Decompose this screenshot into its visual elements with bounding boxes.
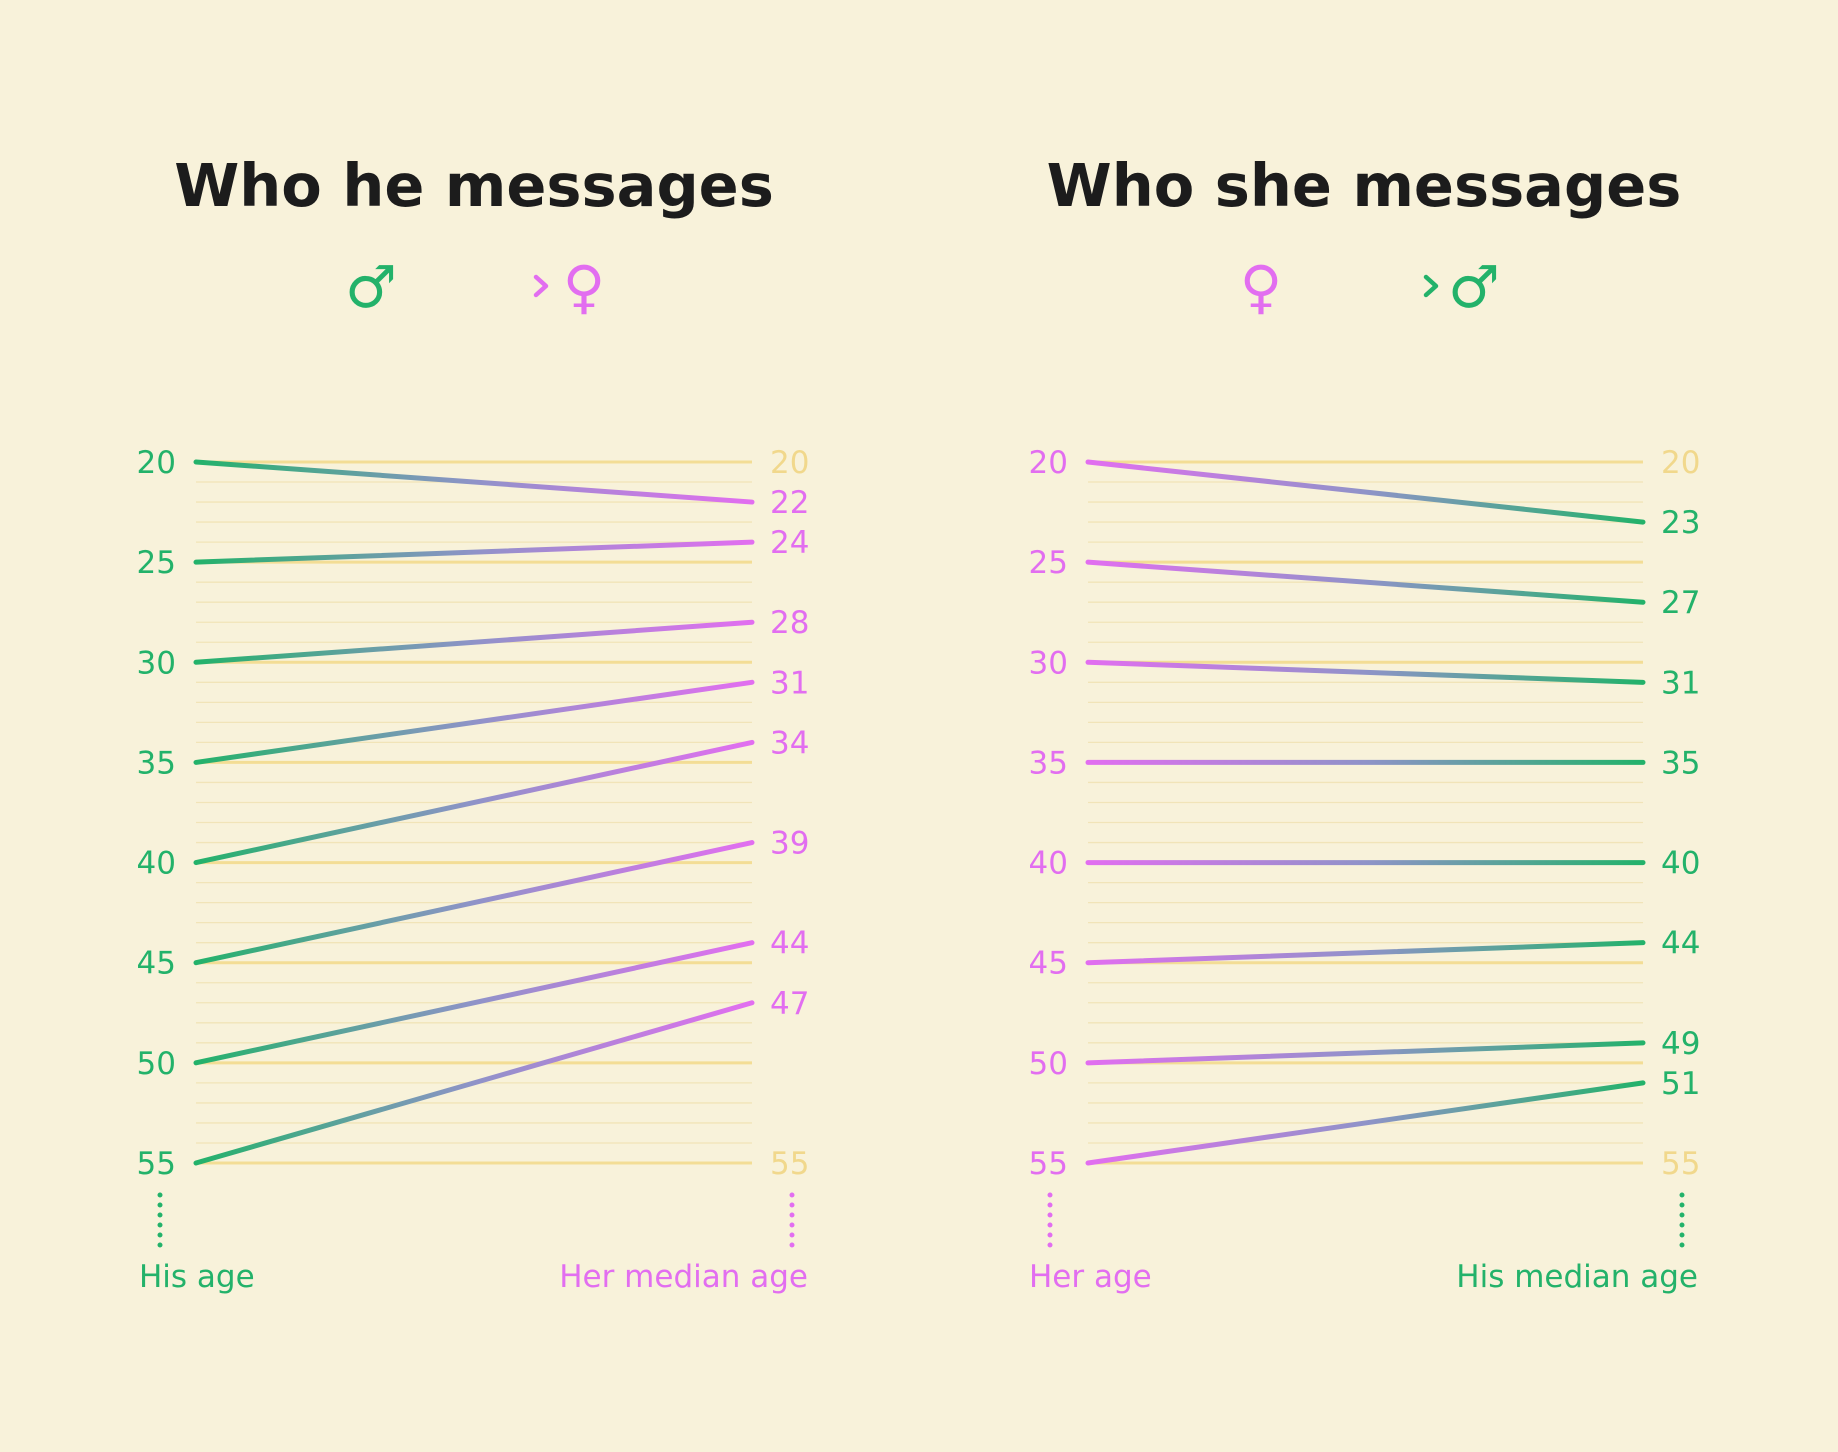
- arrow-head-icon: [1423, 274, 1439, 298]
- left-tick-label: 20: [1029, 445, 1068, 481]
- direction-indicator: ♀ ♂: [1240, 253, 1500, 321]
- left-tick-label: 55: [137, 1146, 176, 1182]
- right-axis-label: Her median age: [559, 1259, 808, 1295]
- male-symbol-icon: ♂: [1448, 253, 1500, 321]
- right-end-tick-label: 20: [1661, 445, 1700, 481]
- left-tick-label: 35: [137, 745, 176, 781]
- direction-indicator: ♂ ♀: [345, 253, 605, 321]
- arrow-head-icon: [533, 274, 549, 298]
- data-label: 47: [770, 986, 809, 1022]
- data-label: 28: [770, 605, 809, 641]
- data-label: 24: [770, 525, 809, 561]
- data-label: 34: [770, 725, 809, 761]
- gridlines: [1088, 460, 1643, 1165]
- series-line: [1085, 459, 1646, 525]
- left-axis-label: His age: [139, 1259, 255, 1295]
- series-line: [193, 1000, 755, 1166]
- left-tick-label: 30: [137, 645, 176, 681]
- series-line: [1085, 1040, 1646, 1066]
- left-tick-label: 45: [137, 946, 176, 982]
- data-label: 44: [770, 926, 809, 962]
- chart-title: Who she messages: [1047, 151, 1682, 220]
- chart-title: Who he messages: [174, 151, 774, 220]
- series-line: [193, 679, 755, 765]
- left-tick-label: 50: [1029, 1046, 1068, 1082]
- left-tick-label: 55: [1029, 1146, 1068, 1182]
- right-end-tick-label: 55: [1661, 1146, 1700, 1182]
- series-line: [193, 940, 755, 1066]
- left-tick-label: 30: [1029, 645, 1068, 681]
- data-label: 23: [1661, 505, 1700, 541]
- series-line: [193, 840, 755, 966]
- series-line: [193, 739, 755, 866]
- left-axis-label: Her age: [1029, 1259, 1152, 1295]
- data-label: 31: [1661, 665, 1700, 701]
- series-line: [1085, 1080, 1646, 1166]
- male-symbol-icon: ♂: [345, 253, 397, 321]
- left-tick-label: 50: [137, 1046, 176, 1082]
- left-tick-label: 40: [1029, 846, 1068, 882]
- left-tick-label: 35: [1029, 745, 1068, 781]
- panel-2: Who she messages♀ ♂2025303540455055205523…: [1029, 151, 1701, 1295]
- data-label: 27: [1661, 585, 1700, 621]
- series-line: [1085, 559, 1646, 605]
- data-label: 39: [770, 826, 809, 862]
- data-label: 49: [1661, 1026, 1700, 1062]
- series-line: [193, 459, 755, 505]
- left-tick-label: 45: [1029, 946, 1068, 982]
- series-line: [1085, 940, 1646, 966]
- panel-1: Who he messages♂ ♀20253035404550552055222…: [137, 151, 810, 1295]
- female-symbol-icon: ♀: [1240, 253, 1282, 321]
- right-end-tick-label: 20: [770, 445, 809, 481]
- data-label: 51: [1661, 1066, 1700, 1102]
- right-end-tick-label: 55: [770, 1146, 809, 1182]
- series-line: [193, 539, 755, 565]
- gridlines: [196, 460, 752, 1165]
- data-label: 31: [770, 665, 809, 701]
- data-label: 44: [1661, 926, 1700, 962]
- left-tick-label: 25: [1029, 545, 1068, 581]
- right-axis-label: His median age: [1456, 1259, 1698, 1295]
- data-label: 22: [770, 485, 809, 521]
- left-tick-label: 40: [137, 846, 176, 882]
- left-tick-label: 20: [137, 445, 176, 481]
- series-line: [193, 619, 755, 665]
- female-symbol-icon: ♀: [563, 253, 605, 321]
- data-label: 35: [1661, 745, 1700, 781]
- series-line: [1085, 659, 1646, 685]
- data-label: 40: [1661, 846, 1700, 882]
- left-tick-label: 25: [137, 545, 176, 581]
